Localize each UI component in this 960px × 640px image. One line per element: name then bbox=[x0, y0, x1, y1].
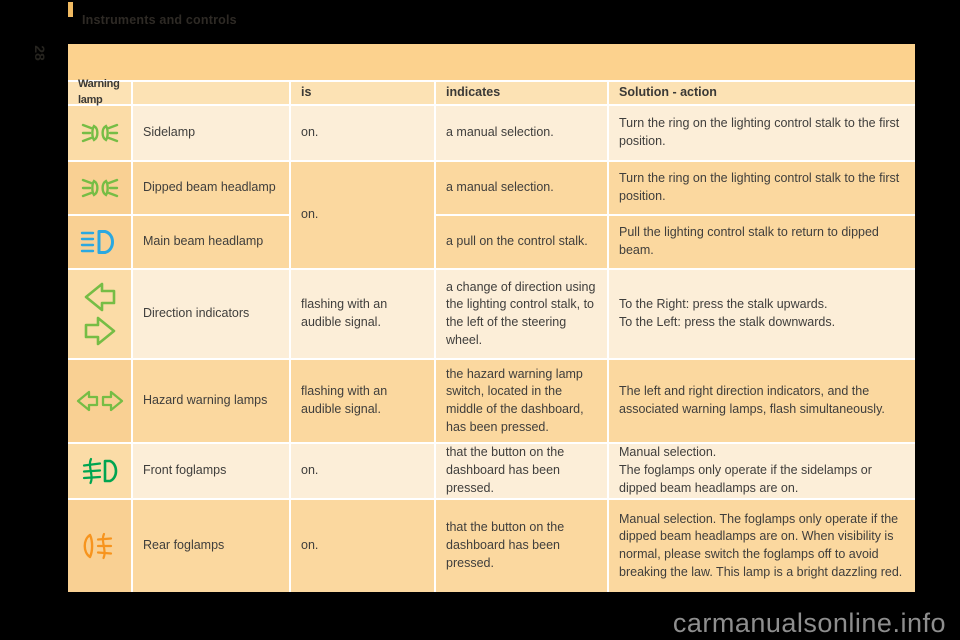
lamp-is: on. bbox=[291, 500, 434, 592]
lamp-is-merged: on. bbox=[291, 162, 434, 268]
lamp-name: Dipped beam headlamp bbox=[133, 162, 289, 214]
lamp-name: Direction indicators bbox=[133, 270, 289, 358]
dipped-beam-icon bbox=[80, 175, 120, 201]
table-row-icon-cell bbox=[68, 216, 131, 268]
lamp-solution: Manual selection. The foglamps only oper… bbox=[609, 500, 915, 592]
column-header-solution: Solution - action bbox=[609, 82, 915, 104]
lamp-name: Main beam headlamp bbox=[133, 216, 289, 268]
column-header-is: is bbox=[291, 82, 434, 104]
lamp-solution: Pull the lighting control stalk to retur… bbox=[609, 216, 915, 268]
front-foglamps-icon bbox=[80, 457, 120, 485]
hazard-warning-icon bbox=[76, 388, 124, 414]
column-header-indicates: indicates bbox=[436, 82, 607, 104]
table-row-icon-cell bbox=[68, 162, 131, 214]
lamp-solution: The left and right direction indicators,… bbox=[609, 360, 915, 442]
lamp-solution: To the Right: press the stalk upwards. T… bbox=[609, 270, 915, 358]
table-top-band bbox=[68, 44, 915, 80]
lamp-is: on. bbox=[291, 444, 434, 498]
lamp-solution: Manual selection. The foglamps only oper… bbox=[609, 444, 915, 498]
lamp-name: Front foglamps bbox=[133, 444, 289, 498]
lamp-indicates: a pull on the control stalk. bbox=[436, 216, 607, 268]
lamp-name: Sidelamp bbox=[133, 106, 289, 160]
lamp-indicates: a manual selection. bbox=[436, 106, 607, 160]
lamp-solution: Turn the ring on the lighting control st… bbox=[609, 162, 915, 214]
lamp-solution: Turn the ring on the lighting control st… bbox=[609, 106, 915, 160]
lamp-is: on. bbox=[291, 106, 434, 160]
column-header-warning-lamp: Warning lamp bbox=[68, 78, 131, 106]
lamp-name: Rear foglamps bbox=[133, 500, 289, 592]
lamp-is: flashing with an audible signal. bbox=[291, 270, 434, 358]
table-row-icon-cell bbox=[68, 360, 131, 442]
lamp-is: flashing with an audible signal. bbox=[291, 360, 434, 442]
page-number: 28 bbox=[32, 45, 48, 61]
direction-indicators-icon bbox=[82, 281, 118, 347]
main-beam-icon bbox=[80, 228, 120, 256]
table-row-icon-cell bbox=[68, 500, 131, 592]
warning-lamp-table: Warning lamp is indicates Solution - act… bbox=[68, 44, 915, 592]
page-title: Instruments and controls bbox=[82, 13, 237, 27]
lamp-indicates: a manual selection. bbox=[436, 162, 607, 214]
rear-foglamps-icon bbox=[80, 532, 120, 560]
lamp-indicates: that the button on the dashboard has bee… bbox=[436, 500, 607, 592]
column-header-empty bbox=[133, 82, 289, 104]
lamp-indicates: the hazard warning lamp switch, located … bbox=[436, 360, 607, 442]
lamp-name: Hazard warning lamps bbox=[133, 360, 289, 442]
table-row-icon-cell bbox=[68, 444, 131, 498]
lamp-indicates: a change of direction using the lighting… bbox=[436, 270, 607, 358]
header-accent-bar bbox=[68, 2, 73, 17]
table-row-icon-cell bbox=[68, 270, 131, 358]
watermark: carmanualsonline.info bbox=[672, 608, 946, 638]
sidelamp-icon bbox=[80, 120, 120, 146]
lamp-indicates: that the button on the dashboard has bee… bbox=[436, 444, 607, 498]
table-row-icon-cell bbox=[68, 106, 131, 160]
